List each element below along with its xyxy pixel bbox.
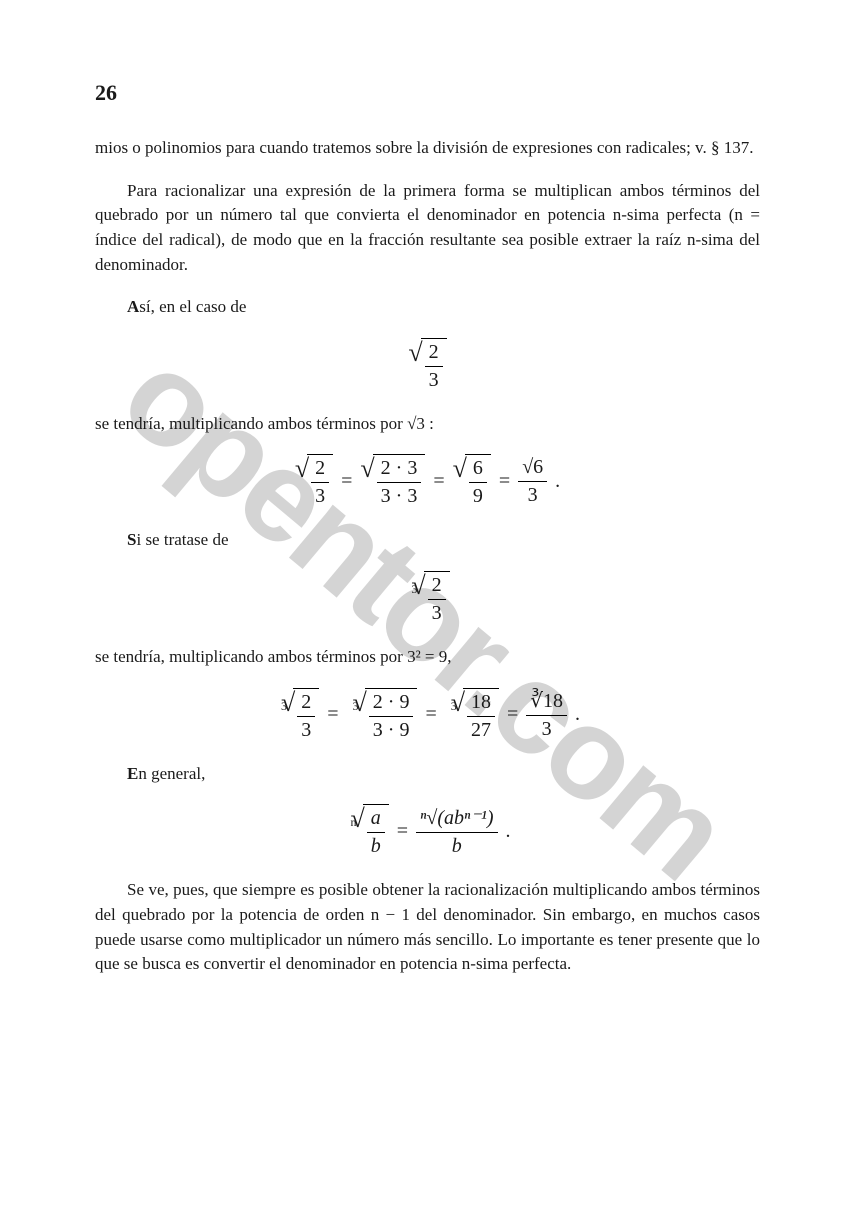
equation-2: √23 = √2 · 33 · 3 = √69 = √63 . — [95, 454, 760, 508]
paragraph-2: Para racionalizar una expresión de la pr… — [95, 179, 760, 278]
page-content: 26 mios o polinomios para cuando tratemo… — [0, 0, 850, 1055]
paragraph-5: Si se tratase de — [95, 528, 760, 553]
paragraph-6: se tendría, multiplicando ambos términos… — [95, 645, 760, 670]
page-number: 26 — [95, 80, 760, 106]
paragraph-8: Se ve, pues, que siempre es posible obte… — [95, 878, 760, 977]
paragraph-7: En general, — [95, 762, 760, 787]
paragraph-4: se tendría, multiplicando ambos términos… — [95, 412, 760, 437]
paragraph-3: Así, en el caso de — [95, 295, 760, 320]
paragraph-1: mios o polinomios para cuando tratemos s… — [95, 136, 760, 161]
equation-1: √23 — [95, 338, 760, 392]
equation-5: n√ab = ⁿ√(abⁿ⁻¹)b . — [95, 804, 760, 858]
equation-3: 3√23 — [95, 571, 760, 625]
equation-4: 3√23 = 3√2 · 93 · 9 = 3√1827 = ∛183 . — [95, 688, 760, 742]
